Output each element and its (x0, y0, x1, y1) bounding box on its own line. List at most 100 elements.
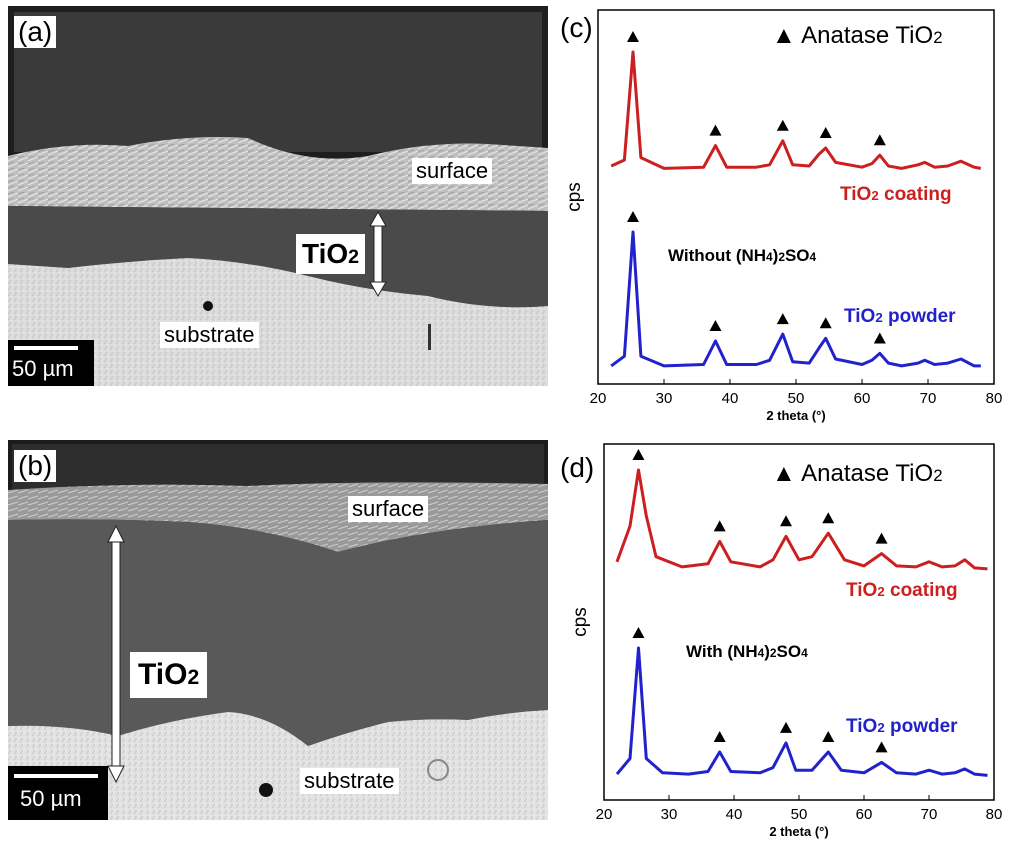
legend-c: ▲ Anatase TiO2 (772, 22, 943, 50)
xrd-chart-c-svg: 20 30 40 50 60 70 80 2 theta (°) cps (564, 9, 1003, 423)
x-tick-label-c-3: 50 (788, 390, 805, 407)
series-label-powder-c: TiO2 powder (844, 306, 956, 328)
annot-tail-d: SO (776, 642, 802, 661)
tio2-main-b: TiO (138, 658, 188, 691)
tio2-label-a: TiO2 (296, 234, 366, 274)
x-axis-label-c: 2 theta (°) (766, 408, 825, 423)
coating-sub-c: 2 (871, 188, 879, 203)
y-axis-label-d: cps (570, 607, 591, 637)
series-label-coating-c: TiO2 coating (840, 184, 952, 206)
legend-text-c: Anatase TiO (801, 22, 934, 49)
peak-marker-d-1-1 (713, 731, 726, 742)
x-tick-label-d-4: 60 (856, 806, 873, 823)
peak-marker-c-1-0 (626, 211, 639, 222)
annotation-c: Without (NH4)2SO4 (668, 246, 816, 266)
peak-marker-c-0-1 (709, 124, 722, 136)
scale-bar-label-a: 50 µm (12, 356, 74, 381)
xrd-chart-d: 20 30 40 50 60 70 80 2 theta (°) cps (d) ▲ Anata… (560, 440, 1014, 839)
substrate-label-b: substrate (300, 768, 399, 794)
peak-marker-c-0-0 (626, 31, 639, 42)
peak-marker-d-0-0 (632, 449, 645, 460)
tio2-sub-a: 2 (348, 246, 360, 268)
x-tick-label-d-6: 80 (986, 806, 1003, 823)
legend-d: ▲ Anatase TiO2 (772, 460, 943, 488)
thickness-arrow-a (369, 210, 387, 298)
annot-tail-c: SO (784, 246, 810, 265)
annot-s3-c: 4 (809, 250, 817, 264)
annot-pre-d: With (NH (686, 642, 758, 661)
annot-s1-c: 4 (766, 250, 773, 264)
peak-marker-c-0-2 (776, 119, 789, 131)
xrd-chart-d-svg: 20 30 40 50 60 70 80 2 theta (°) cps (570, 443, 1003, 839)
x-tick-label-d-3: 50 (791, 806, 808, 823)
series-label-powder-d: TiO2 powder (846, 716, 958, 738)
tio2-main-a: TiO (302, 238, 349, 269)
legend-text-d: Anatase TiO (801, 460, 934, 487)
peak-marker-d-0-2 (780, 515, 792, 527)
scale-bar-label-b: 50 µm (20, 786, 82, 811)
x-axis-label-d: 2 theta (°) (769, 824, 828, 839)
plot-frame-d (603, 443, 995, 801)
sem-image-b-graphic (8, 440, 548, 820)
panel-label-a: (a) (14, 16, 57, 48)
tio2-sub-b: 2 (187, 666, 200, 689)
peak-marker-d-1-3 (822, 731, 835, 742)
peak-marker-d-0-4 (875, 532, 888, 544)
sem-image-a-graphic (8, 6, 548, 386)
annot-s2-c: 2 (778, 250, 785, 264)
legend-triangle-d: ▲ (772, 460, 796, 487)
coating-sub-d: 2 (877, 584, 885, 599)
x-tick-label-c-2: 40 (722, 390, 739, 407)
powder-sub-c: 2 (875, 310, 883, 325)
annot-mid-d: ) (764, 642, 770, 661)
peak-marker-c-0-3 (819, 127, 832, 138)
coating-main-c: TiO (840, 184, 872, 205)
x-tick-label-c-6: 80 (986, 390, 1003, 407)
coating-main-d: TiO (846, 580, 878, 601)
thickness-arrow-b (107, 524, 125, 784)
substrate-label-a: substrate (160, 322, 259, 348)
series-line-d-0 (615, 468, 988, 571)
sem-image-a: (a) surface TiO2 substrate 50 µm (8, 6, 548, 386)
y-axis-label-c: cps (564, 182, 585, 212)
peak-marker-c-1-2 (776, 313, 789, 325)
panel-label-d: (d) (560, 452, 595, 483)
sem-image-b: (b) surface TiO2 substrate 50 µm (8, 440, 548, 820)
series-line-c-1 (610, 230, 981, 368)
peak-marker-c-1-1 (709, 320, 722, 332)
x-tick-label-d-2: 40 (726, 806, 743, 823)
legend-sub-d: 2 (933, 466, 943, 485)
peak-marker-d-1-4 (875, 741, 888, 753)
x-tick-label-c-0: 20 (590, 390, 607, 407)
peak-marker-c-0-4 (873, 134, 886, 146)
tio2-label-b: TiO2 (130, 652, 208, 698)
powder-sub-d: 2 (877, 720, 885, 735)
annot-s3-d: 4 (801, 646, 808, 660)
powder-rest-d: powder (884, 716, 958, 737)
series-line-c-0 (610, 50, 982, 170)
series-line-d-1 (615, 646, 988, 777)
annot-s2-d: 2 (769, 646, 777, 660)
x-tick-label-c-1: 30 (656, 390, 673, 407)
powder-rest-c: powder (882, 306, 956, 327)
coating-rest-d: coating (884, 580, 958, 601)
annot-s1-d: 4 (757, 646, 765, 660)
annotation-d: With (NH4)2SO4 (686, 642, 808, 662)
legend-triangle-c: ▲ (772, 22, 796, 49)
powder-main-c: TiO (844, 306, 876, 327)
x-tick-label-d-0: 20 (596, 806, 613, 823)
series-label-coating-d: TiO2 coating (846, 580, 958, 602)
peak-marker-c-1-4 (873, 332, 886, 344)
panel-label-b: (b) (14, 450, 57, 482)
peak-marker-c-1-3 (819, 317, 832, 329)
panel-label-c: (c) (560, 12, 593, 43)
x-tick-label-d-5: 70 (921, 806, 938, 823)
peak-marker-d-0-3 (822, 512, 835, 524)
legend-sub-c: 2 (933, 28, 943, 47)
annot-mid-c: ) (772, 246, 779, 265)
surface-label-a: surface (412, 158, 493, 184)
surface-label-b: surface (348, 496, 429, 522)
x-tick-label-c-4: 60 (854, 390, 871, 407)
x-tick-label-c-5: 70 (920, 390, 937, 407)
annot-pre-c: Without (NH (668, 246, 767, 265)
